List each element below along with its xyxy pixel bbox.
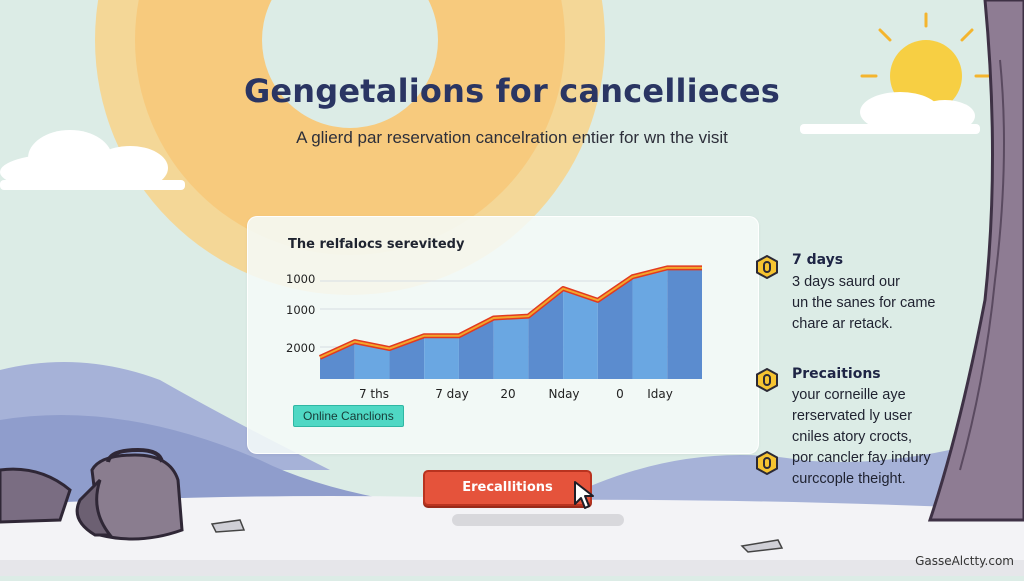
side-item-heading: 7 days: [792, 252, 844, 268]
online-cancellations-badge[interactable]: Online Canclions: [293, 405, 404, 427]
watermark-text: GasseAlctty.com: [915, 554, 1014, 568]
x-tick-label: 20: [500, 387, 516, 401]
page-subtitle: A glierd par reservation cancelration en…: [296, 128, 728, 147]
button-shadow: [452, 514, 624, 526]
cancellations-button[interactable]: Erecallitions: [423, 470, 592, 506]
y-tick-label: 1000: [286, 303, 316, 317]
page-title: Gengetalions for cancellieces: [243, 72, 781, 110]
area-chart: [318, 265, 702, 379]
area-segment: [354, 341, 390, 379]
series-line-highlight: [319, 266, 702, 359]
area-segment: [667, 267, 702, 379]
side-item-line: your corneille aye: [792, 387, 906, 403]
x-tick-label: 0: [616, 387, 624, 401]
chart-title: The relfalocs serevitedy: [288, 237, 465, 252]
area-segment: [320, 341, 355, 379]
x-tick-label: 7 day: [435, 387, 469, 401]
x-tick-label: 7 ths: [358, 387, 389, 401]
area-segment: [632, 267, 668, 379]
side-item-line: curccople theight.: [792, 471, 906, 487]
y-tick-label: 1000: [286, 272, 316, 286]
side-item-line: por cancler fay indury: [792, 450, 931, 466]
cloud-right: [800, 92, 980, 134]
hexagon-icon: [756, 451, 778, 475]
side-item-precautions: Precaitions your corneille aye rerservat…: [792, 366, 931, 490]
side-item-line: chare ar retack.: [792, 316, 893, 332]
side-item-days: 7 days 3 days saurd our un the sanes for…: [792, 252, 935, 335]
area-segment: [597, 276, 633, 379]
side-item-line: cniles atory crocts,: [792, 429, 913, 445]
x-tick-label: Iday: [647, 387, 673, 401]
cursor-icon: [574, 481, 594, 509]
side-item-heading: Precaitions: [792, 366, 881, 382]
chart-card: The relfalocs serevitedy 1000 1000 2000 …: [247, 216, 759, 454]
side-item-line: un the sanes for came: [792, 295, 936, 311]
side-item-line: 3 days saurd our: [792, 274, 901, 290]
hexagon-icon: [756, 368, 778, 392]
area-segment: [493, 316, 529, 379]
area-segment: [563, 288, 598, 379]
y-tick-label: 2000: [286, 341, 316, 355]
side-item-line: rerservated ly user: [792, 408, 913, 424]
bag-illustration: [75, 447, 184, 541]
cloud-left: [0, 130, 185, 190]
x-tick-label: Nday: [548, 387, 580, 401]
hexagon-icon: [756, 255, 778, 279]
area-segment: [424, 335, 459, 379]
